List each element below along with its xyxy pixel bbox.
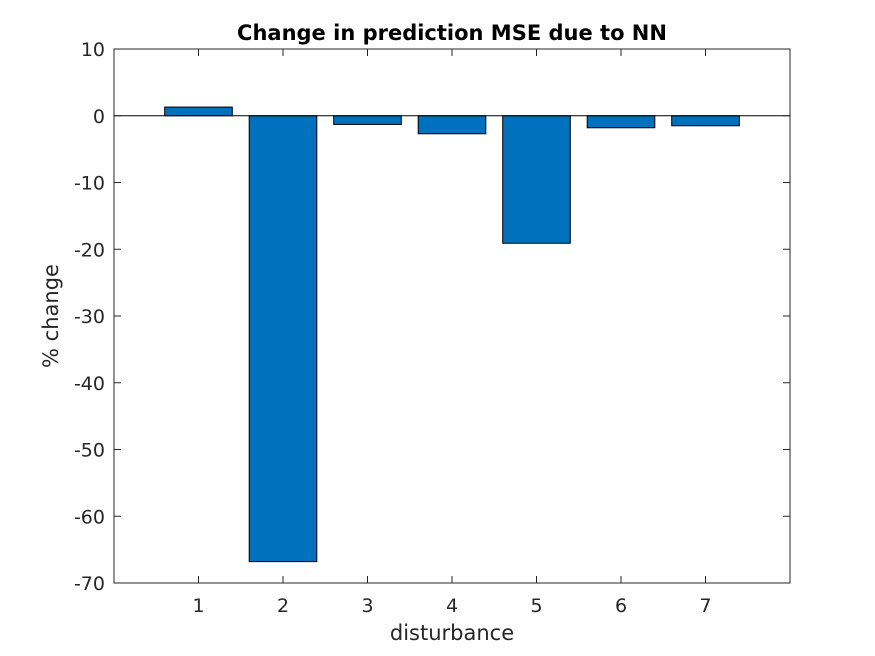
bar-7	[671, 115, 740, 127]
y-tick-label--40: -40	[74, 373, 105, 395]
y-tick-label--10: -10	[74, 173, 105, 195]
bar-6	[586, 115, 656, 129]
x-tick-label-5: 5	[530, 595, 542, 617]
y-tick-label--50: -50	[74, 440, 105, 462]
x-tick-label-2: 2	[277, 595, 289, 617]
y-tick-label-0: 0	[93, 106, 105, 128]
x-axis-label: disturbance	[390, 621, 514, 645]
y-axis-label: % change	[39, 264, 63, 368]
y-tick-label-10: 10	[81, 39, 105, 61]
y-tick-label--30: -30	[74, 306, 105, 328]
bar-2	[248, 115, 318, 563]
x-tick-label-1: 1	[192, 595, 204, 617]
x-tick-label-3: 3	[361, 595, 373, 617]
y-tick-label--60: -60	[74, 506, 105, 528]
chart-title: Change in prediction MSE due to NN	[237, 21, 667, 45]
bar-5	[502, 115, 571, 244]
y-tick-label--20: -20	[74, 239, 105, 261]
bar-1	[164, 106, 233, 117]
x-tick-label-4: 4	[446, 595, 458, 617]
x-tick-label-7: 7	[699, 595, 711, 617]
plot-area: 1 2 3 4 5 6 7 10 0 -10 -20 -30 -40 -50 -60 -70	[74, 39, 791, 617]
bar-3	[333, 115, 402, 125]
y-tick-label--70: -70	[74, 573, 105, 595]
bar-4	[417, 115, 487, 135]
x-tick-label-6: 6	[615, 595, 627, 617]
